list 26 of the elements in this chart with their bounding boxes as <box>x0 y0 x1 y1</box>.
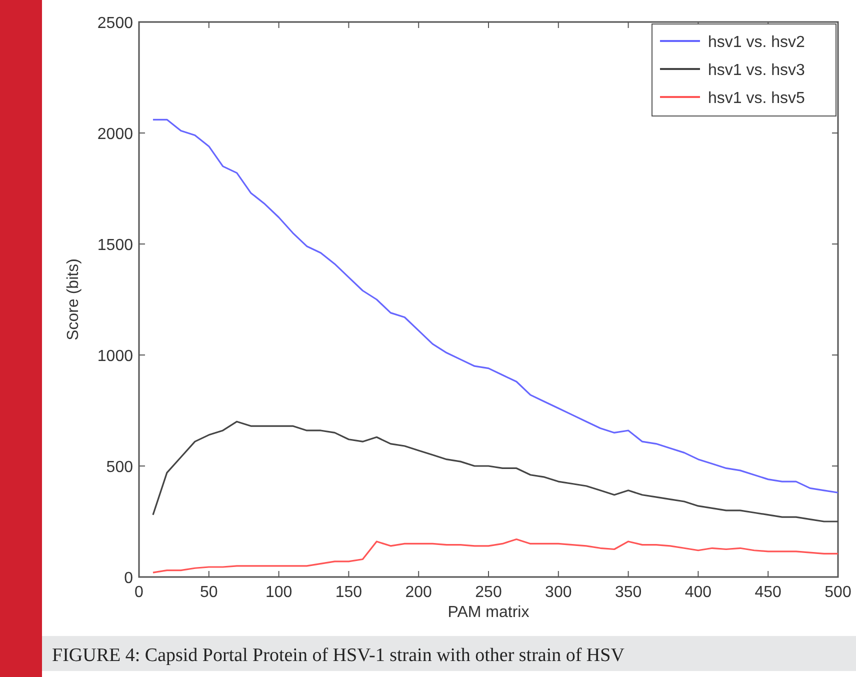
caption: FIGURE 4: Capsid Portal Protein of HSV-1 strain with other strain of HSV <box>52 645 625 666</box>
x-tick-label: 400 <box>684 584 712 601</box>
legend-label: hsv1 vs. hsv2 <box>708 34 806 51</box>
x-axis-title: PAM matrix <box>448 604 530 621</box>
y-tick-label: 0 <box>124 570 134 587</box>
y-tick-label: 1000 <box>97 348 134 365</box>
x-tick-label: 500 <box>824 584 852 601</box>
y-tick-label: 2500 <box>97 15 134 32</box>
x-tick-label: 200 <box>405 584 432 601</box>
legend-label: hsv1 vs. hsv5 <box>708 90 806 107</box>
x-tick-label: 300 <box>545 584 572 601</box>
x-tick-label: 50 <box>200 584 218 601</box>
y-axis-title: Score (bits) <box>65 258 82 340</box>
line-series <box>152 538 839 574</box>
x-tick-label: 450 <box>754 584 782 601</box>
x-tick-label: 350 <box>614 584 642 601</box>
x-tick-label: 250 <box>475 584 502 601</box>
y-tick-label: 2000 <box>97 126 134 143</box>
y-tick-label: 500 <box>106 459 134 476</box>
legend-label: hsv1 vs. hsv3 <box>708 62 806 79</box>
x-tick-label: 100 <box>265 584 292 601</box>
x-tick-label: 0 <box>134 584 144 601</box>
y-tick-label: 1500 <box>97 237 134 254</box>
line-series <box>152 420 839 522</box>
x-tick-label: 150 <box>335 584 362 601</box>
line-series <box>152 118 839 494</box>
